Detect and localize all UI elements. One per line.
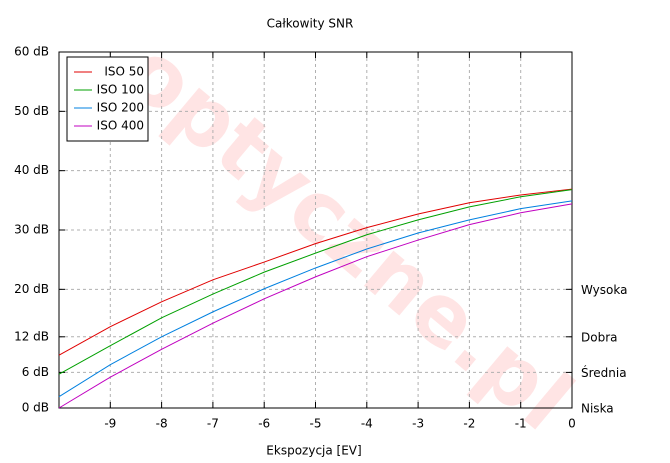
y2-tick-label: Dobra	[581, 330, 618, 344]
x-tick-label: -9	[104, 417, 116, 431]
x-tick-label: -1	[515, 417, 527, 431]
y-tick-label: 40 dB	[14, 163, 49, 177]
legend-label: ISO 200	[97, 101, 144, 115]
x-tick-label: 0	[568, 417, 576, 431]
legend-box	[66, 56, 149, 142]
y2-tick-label: Średnia	[581, 365, 627, 380]
y-tick-label: 12 dB	[14, 329, 49, 343]
legend-label: ISO 50	[104, 65, 144, 79]
series-line	[58, 188, 573, 356]
legend-label: ISO 400	[97, 119, 144, 133]
plot-frame	[58, 51, 573, 409]
x-tick-label: -7	[207, 417, 219, 431]
y-tick-label: 20 dB	[14, 282, 49, 296]
x-axis-label: Ekspozycja [EV]	[266, 444, 361, 458]
y2-tick-label: Niska	[581, 402, 614, 416]
x-tick-label: -2	[463, 417, 475, 431]
series-line	[58, 200, 573, 398]
y-tick-label: 6 dB	[22, 365, 49, 379]
x-tick-label: -3	[412, 417, 424, 431]
x-tick-label: -5	[310, 417, 322, 431]
y-tick-label: 60 dB	[14, 45, 49, 59]
x-tick-label: -4	[361, 417, 373, 431]
legend-label: ISO 100	[97, 83, 144, 97]
x-tick-label: -8	[156, 417, 168, 431]
y-tick-label: 30 dB	[14, 223, 49, 237]
y-tick-label: 50 dB	[14, 104, 49, 118]
series-line	[58, 203, 573, 409]
series-line	[58, 189, 573, 375]
x-tick-label: -6	[258, 417, 270, 431]
y2-tick-label: Wysoka	[581, 283, 627, 297]
y-tick-label: 0 dB	[22, 401, 49, 415]
chart-title: Całkowity SNR	[267, 17, 354, 31]
